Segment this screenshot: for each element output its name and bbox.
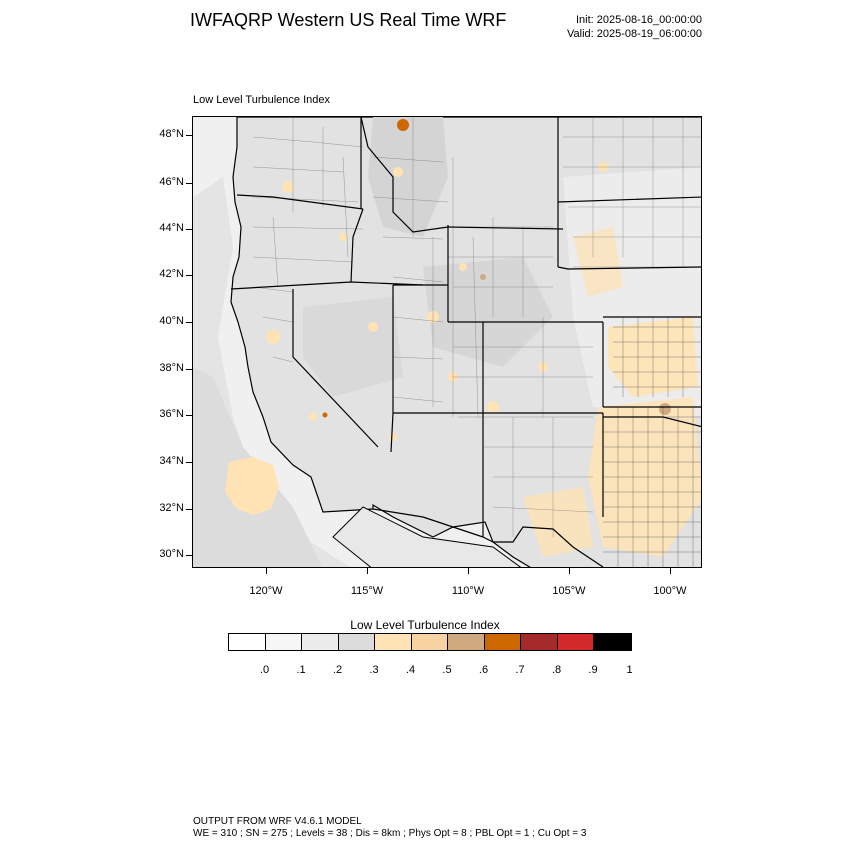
terrain-shade-2 — [423, 257, 553, 367]
lon-tick — [367, 568, 368, 574]
mexico-land — [332, 506, 522, 567]
colorbar-box — [229, 634, 266, 650]
lat-tick — [186, 275, 192, 276]
valid-time: Valid: 2025-08-19_06:00:00 — [567, 28, 702, 40]
colorbar-label: .0 — [259, 664, 270, 676]
turbulence-spot — [389, 433, 397, 441]
turbulence-spot — [309, 413, 317, 421]
state-boundaries — [230, 117, 701, 567]
colorbar-box — [484, 634, 521, 650]
turbulence-spot — [487, 401, 499, 413]
colorbar-label: .5 — [442, 664, 452, 676]
lat-tick — [186, 135, 192, 136]
colorbar-label: .3 — [369, 664, 379, 676]
colorbar-label: .7 — [515, 664, 525, 676]
border-sd-ne — [557, 266, 701, 270]
model-config: WE = 310 ; SN = 275 ; Levels = 38 ; Dis … — [193, 828, 587, 839]
turbulence-spot — [282, 181, 294, 193]
turbulence-spot — [459, 263, 467, 271]
colorbar-box — [302, 634, 339, 650]
border-mt-nd-sd — [557, 117, 701, 267]
colorbar-label: 1 — [626, 664, 633, 676]
lon-tick — [266, 568, 267, 574]
border-id-wy-ut — [393, 225, 449, 322]
colorbar-label: .9 — [588, 664, 598, 676]
border-id-mt — [360, 117, 449, 233]
lat-tick — [186, 462, 192, 463]
lon-tick — [569, 568, 570, 574]
lat-tick — [186, 322, 192, 323]
lat-tick — [186, 369, 192, 370]
turbulence-spot — [339, 233, 347, 241]
border-nm-tx-mx — [482, 526, 604, 567]
plains-turbulence-3 — [573, 227, 623, 297]
main-title: IWFAQRP Western US Real Time WRF — [190, 10, 507, 30]
offshore-turbulence — [225, 457, 279, 515]
lon-tick — [468, 568, 469, 574]
colorbar-box — [375, 634, 412, 650]
colorbar-label: .2 — [332, 664, 343, 676]
lat-label-48: 48°N — [159, 128, 184, 140]
plains-turbulence-4 — [523, 487, 593, 557]
lat-label-44: 44°N — [159, 222, 184, 234]
turbulence-spot — [368, 322, 378, 332]
lon-label-105: 105°W — [552, 585, 586, 597]
lat-label-30: 30°N — [159, 548, 184, 560]
map-panel — [192, 116, 702, 568]
county-lines — [252, 117, 701, 537]
lat-tick — [186, 229, 192, 230]
panel-title: Low Level Turbulence Index — [193, 94, 330, 106]
lat-tick — [186, 509, 192, 510]
border-az-mx — [372, 508, 484, 538]
border-co-nm-az-ut — [390, 322, 603, 537]
lon-label-110: 110°W — [451, 585, 485, 597]
init-time: Init: 2025-08-16_00:00:00 — [576, 14, 702, 26]
border-or-ca-nv — [230, 281, 424, 290]
turbulence-spot — [266, 330, 280, 344]
border-or-id — [350, 208, 364, 283]
lon-tick — [670, 568, 671, 574]
moderate-turbulence-spot — [480, 274, 486, 280]
border-wa-or — [236, 194, 364, 210]
dense-county-grid — [603, 317, 701, 567]
colorbar-label: .8 — [551, 664, 562, 676]
turbulence-map — [193, 117, 701, 567]
turbulence-spot — [393, 167, 403, 177]
lat-label-38: 38°N — [159, 362, 184, 374]
border-ok-tx — [602, 413, 701, 517]
lon-label-120: 120°W — [249, 585, 283, 597]
border-ne-ks-co — [602, 316, 701, 407]
lat-label-46: 46°N — [159, 176, 184, 188]
lat-label-40: 40°N — [159, 315, 184, 327]
colorbar-label: .1 — [296, 664, 306, 676]
terrain-shade-1 — [368, 117, 448, 237]
high-turbulence-spot — [397, 119, 409, 131]
colorbar-label: .6 — [478, 664, 489, 676]
lat-label-42: 42°N — [159, 268, 184, 280]
colorbar-box — [265, 634, 302, 650]
colorbar-label: .4 — [405, 664, 416, 676]
colorbar-box — [594, 634, 631, 650]
lon-label-100: 100°W — [653, 585, 687, 597]
lat-label-36: 36°N — [159, 408, 184, 420]
border-mt-wy — [447, 226, 564, 230]
lat-tick — [186, 183, 192, 184]
colorbar-box — [448, 634, 485, 650]
colorbar-title: Low Level Turbulence Index — [350, 618, 500, 632]
terrain-shade-3 — [303, 297, 403, 397]
colorbar-box — [521, 634, 558, 650]
colorbar-box — [557, 634, 594, 650]
lat-tick — [186, 555, 192, 556]
lat-label-32: 32°N — [159, 502, 184, 514]
colorbar-box — [411, 634, 448, 650]
colorbar — [228, 633, 632, 651]
model-info: OUTPUT FROM WRF V4.6.1 MODEL — [193, 816, 362, 827]
lon-label-115: 115°W — [350, 585, 384, 597]
moderate-turbulence-spot — [659, 403, 671, 415]
border-ca-nv — [292, 289, 379, 448]
lat-label-34: 34°N — [159, 455, 184, 467]
colorbar-box — [338, 634, 375, 650]
lat-tick — [186, 415, 192, 416]
high-turbulence-spot — [322, 412, 328, 418]
